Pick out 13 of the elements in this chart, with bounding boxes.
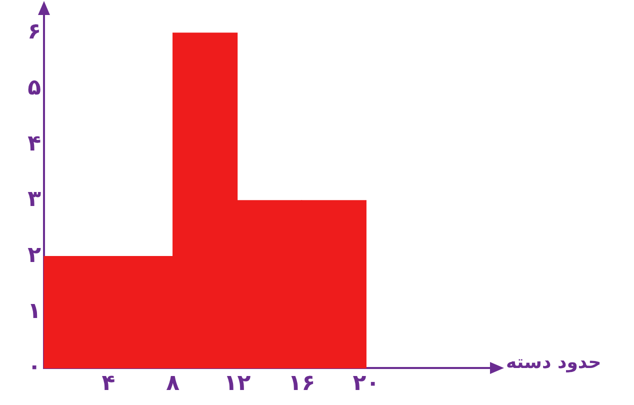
x-tick-label: ۱۲ [224, 370, 252, 396]
y-tick-label: ۲ [28, 243, 42, 268]
y-tick-label: ۶ [28, 20, 41, 45]
x-tick-label: ۲۰ [352, 370, 380, 396]
x-tick-label: ۱۶ [288, 370, 316, 396]
y-tick-label: ۱ [28, 298, 41, 324]
y-tick-label: ۴ [28, 131, 41, 156]
x-tick-label: ۴ [102, 370, 116, 396]
y-tick-label: ۳ [28, 187, 42, 212]
y-tick-label: ۵ [28, 76, 41, 101]
x-axis-title: حدود دسته [506, 352, 602, 373]
y-tick-label: ۰ [28, 354, 41, 380]
x-tick-label: ۸ [166, 370, 180, 396]
